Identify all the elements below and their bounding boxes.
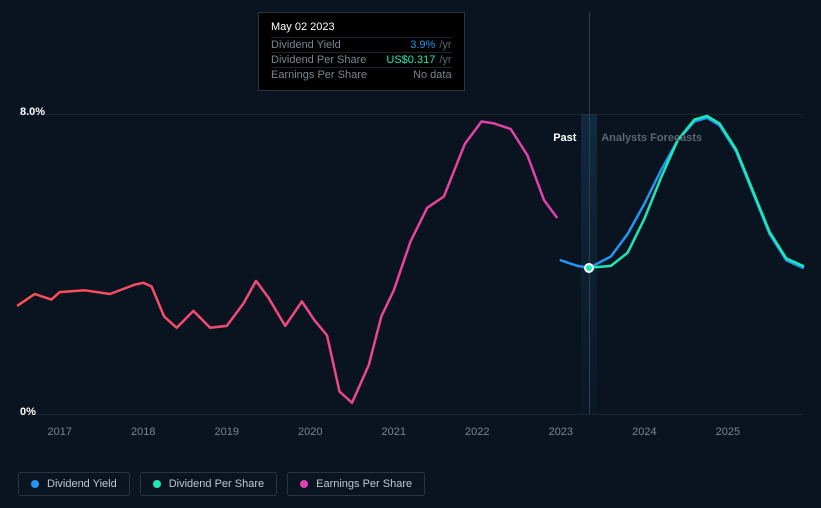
chart-legend: Dividend Yield Dividend Per Share Earnin… [18, 472, 425, 496]
legend-dot-icon [31, 480, 39, 488]
x-axis-label: 2021 [382, 426, 406, 438]
x-axis-label: 2020 [298, 426, 322, 438]
x-axis-label: 2019 [215, 426, 239, 438]
tooltip-row-value: 3.9%/yr [410, 39, 451, 51]
tooltip-row: Dividend Per Share US$0.317/yr [271, 52, 452, 67]
legend-dividend-per-share[interactable]: Dividend Per Share [140, 472, 277, 496]
region-label-past: Past [553, 132, 576, 144]
tooltip-row: Earnings Per Share No data [271, 67, 452, 82]
tooltip-row: Dividend Yield 3.9%/yr [271, 37, 452, 52]
tooltip-row-label: Dividend Per Share [271, 54, 366, 66]
y-axis-label-top: 8.0% [20, 106, 45, 118]
legend-earnings-per-share[interactable]: Earnings Per Share [287, 472, 425, 496]
tooltip-row-label: Earnings Per Share [271, 69, 367, 81]
y-axis-label-bottom: 0% [20, 406, 36, 418]
legend-dot-icon [153, 480, 161, 488]
x-axis-label: 2025 [716, 426, 740, 438]
legend-label: Dividend Yield [47, 478, 117, 490]
x-axis-label: 2022 [465, 426, 489, 438]
legend-label: Earnings Per Share [316, 478, 412, 490]
dividend-yield-marker [584, 263, 594, 273]
dividend-yield-past-line [18, 122, 557, 403]
x-axis-label: 2017 [48, 426, 72, 438]
legend-label: Dividend Per Share [169, 478, 264, 490]
tooltip-date: May 02 2023 [271, 21, 452, 33]
region-label-forecast: Analysts Forecasts [601, 132, 702, 144]
tooltip-row-label: Dividend Yield [271, 39, 341, 51]
dividend-chart: 8.0% 0% 2017 2018 2019 2020 2021 2022 2023 2024… [0, 0, 821, 508]
x-axis-label: 2023 [549, 426, 573, 438]
chart-tooltip: May 02 2023 Dividend Yield3.9%/yrDividen… [258, 12, 465, 91]
legend-dot-icon [300, 480, 308, 488]
x-axis-label: 2018 [131, 426, 155, 438]
legend-dividend-yield[interactable]: Dividend Yield [18, 472, 130, 496]
tooltip-row-value: No data [413, 69, 452, 81]
x-axis-label: 2024 [632, 426, 656, 438]
tooltip-row-value: US$0.317/yr [386, 54, 451, 66]
